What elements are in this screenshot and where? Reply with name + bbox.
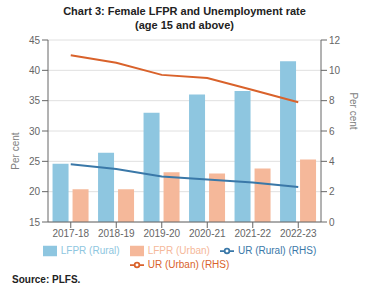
html-text:UR (Urban) (RHS): UR (Urban) (RHS) [147, 258, 230, 270]
svg-text:2: 2 [329, 186, 335, 197]
svg-text:0: 0 [329, 217, 335, 228]
svg-text:30: 30 [29, 126, 41, 137]
svg-text:6: 6 [329, 126, 335, 137]
svg-text:45: 45 [29, 35, 41, 46]
svg-text:10: 10 [329, 65, 341, 76]
svg-text:Per cent: Per cent [10, 132, 21, 169]
svg-text:2021-22: 2021-22 [234, 228, 271, 239]
html-text:LFPR (Urban): LFPR (Urban) [147, 244, 210, 256]
html-text:Source: PLFS.: Source: PLFS. [12, 274, 81, 285]
html-text:(age 15 and above): (age 15 and above) [135, 19, 234, 31]
svg-text:2018-19: 2018-19 [98, 228, 135, 239]
svg-text:2019-20: 2019-20 [143, 228, 180, 239]
svg-text:40: 40 [29, 65, 41, 76]
svg-text:12: 12 [329, 35, 341, 46]
svg-text:25: 25 [29, 156, 41, 167]
svg-text:35: 35 [29, 95, 41, 106]
svg-text:4: 4 [329, 156, 335, 167]
svg-text:15: 15 [29, 217, 41, 228]
svg-text:2020-21: 2020-21 [189, 228, 226, 239]
svg-text:2022-23: 2022-23 [280, 228, 317, 239]
svg-text:Per cent: Per cent [348, 92, 359, 129]
html-text:Chart 3: Female LFPR and Unemp: Chart 3: Female LFPR and Unemployment ra… [63, 5, 306, 17]
svg-text:8: 8 [329, 95, 335, 106]
svg-text:2017-18: 2017-18 [52, 228, 89, 239]
html-text:UR (Rural) (RHS): UR (Rural) (RHS) [237, 244, 317, 256]
svg-text:20: 20 [29, 186, 41, 197]
html-text:LFPR (Rural): LFPR (Rural) [60, 244, 120, 256]
